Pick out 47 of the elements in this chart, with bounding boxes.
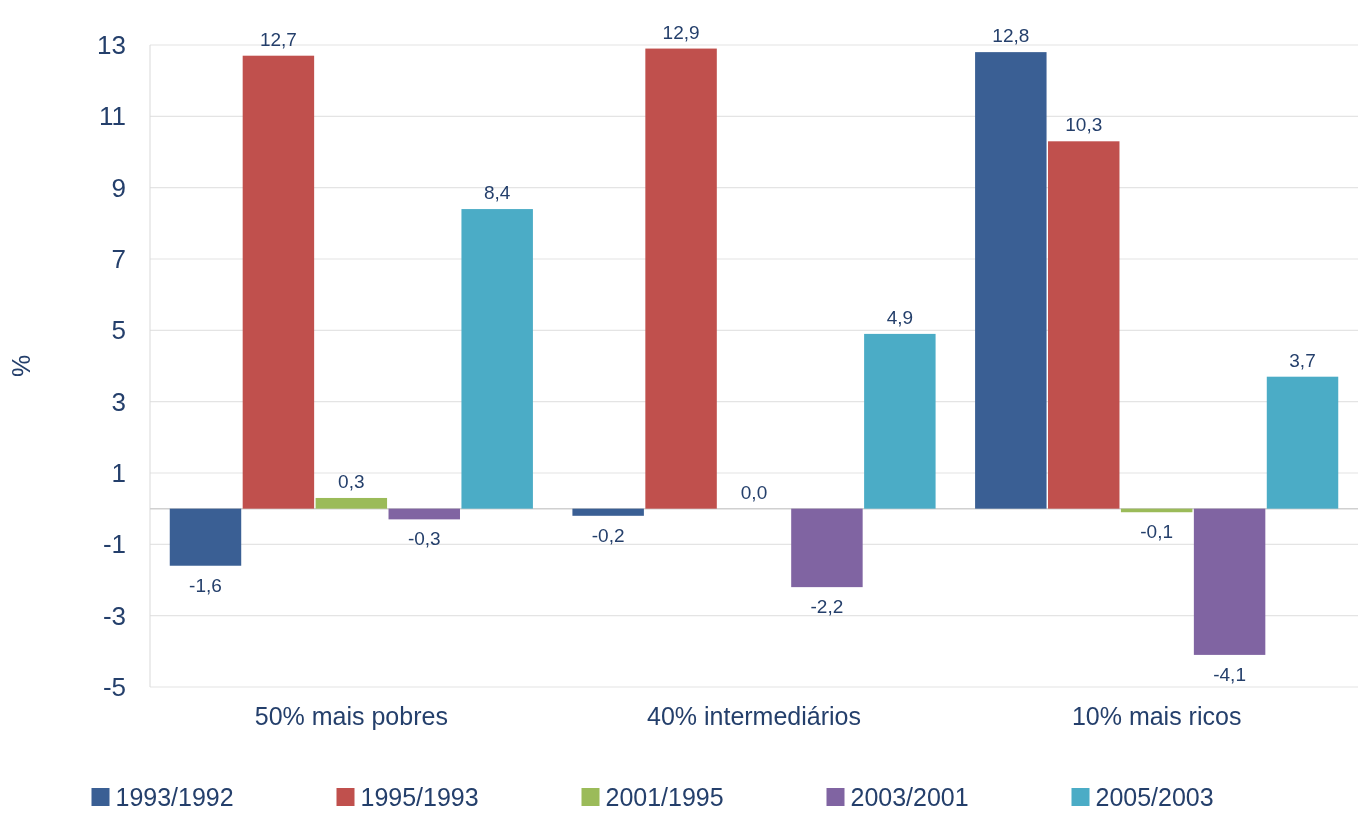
- bar: [572, 508, 644, 516]
- legend-label: 2003/2001: [850, 782, 969, 811]
- legend-label: 1995/1993: [360, 782, 479, 811]
- legend-label: 2005/2003: [1095, 782, 1214, 811]
- data-label: -4,1: [1213, 663, 1246, 685]
- bar: [315, 497, 388, 509]
- y-tick-label: 13: [97, 30, 126, 61]
- bar: [864, 333, 936, 509]
- legend-label: 1993/1992: [115, 782, 234, 811]
- data-label: 12,7: [259, 28, 297, 50]
- y-tick-label: 1: [111, 458, 126, 489]
- x-tick-label: 10% mais ricos: [1071, 702, 1242, 730]
- bar: [1193, 508, 1266, 655]
- data-label: 4,9: [886, 306, 914, 328]
- y-tick-label: 5: [111, 315, 126, 346]
- data-label: -0,2: [591, 524, 625, 546]
- data-label: -1,6: [189, 574, 222, 596]
- bar: [1048, 141, 1120, 509]
- data-label: 12,9: [662, 21, 700, 43]
- y-tick-label: 9: [111, 172, 126, 203]
- bar: [169, 508, 242, 566]
- bar: [645, 48, 717, 509]
- bar: [1266, 376, 1339, 509]
- data-label: -2,2: [810, 596, 844, 618]
- data-label: 3,7: [1289, 349, 1316, 371]
- data-label: -0,3: [407, 528, 441, 550]
- y-tick-label: -5: [102, 672, 126, 703]
- x-tick-label: 50% mais pobres: [254, 702, 448, 730]
- y-tick-label: -1: [102, 529, 126, 560]
- bar: [975, 52, 1047, 509]
- data-label: 0,0: [740, 481, 768, 503]
- data-label: 0,3: [338, 470, 365, 492]
- data-label: 10,3: [1065, 114, 1103, 136]
- legend-label: 2001/1995: [605, 782, 724, 811]
- x-tick-label: 40% intermediários: [647, 702, 861, 730]
- y-axis-title: %: [7, 354, 35, 378]
- y-tick-label: 11: [99, 101, 126, 132]
- bar: [461, 209, 533, 509]
- y-tick-label: -3: [102, 600, 126, 631]
- data-label: 12,8: [992, 25, 1030, 47]
- bar: [388, 508, 460, 520]
- bar: [791, 508, 863, 588]
- y-tick-label: 7: [111, 244, 126, 275]
- data-label: 8,4: [483, 182, 511, 204]
- y-tick-label: 3: [111, 386, 126, 417]
- bar: [242, 55, 315, 509]
- data-label: -0,1: [1140, 521, 1174, 543]
